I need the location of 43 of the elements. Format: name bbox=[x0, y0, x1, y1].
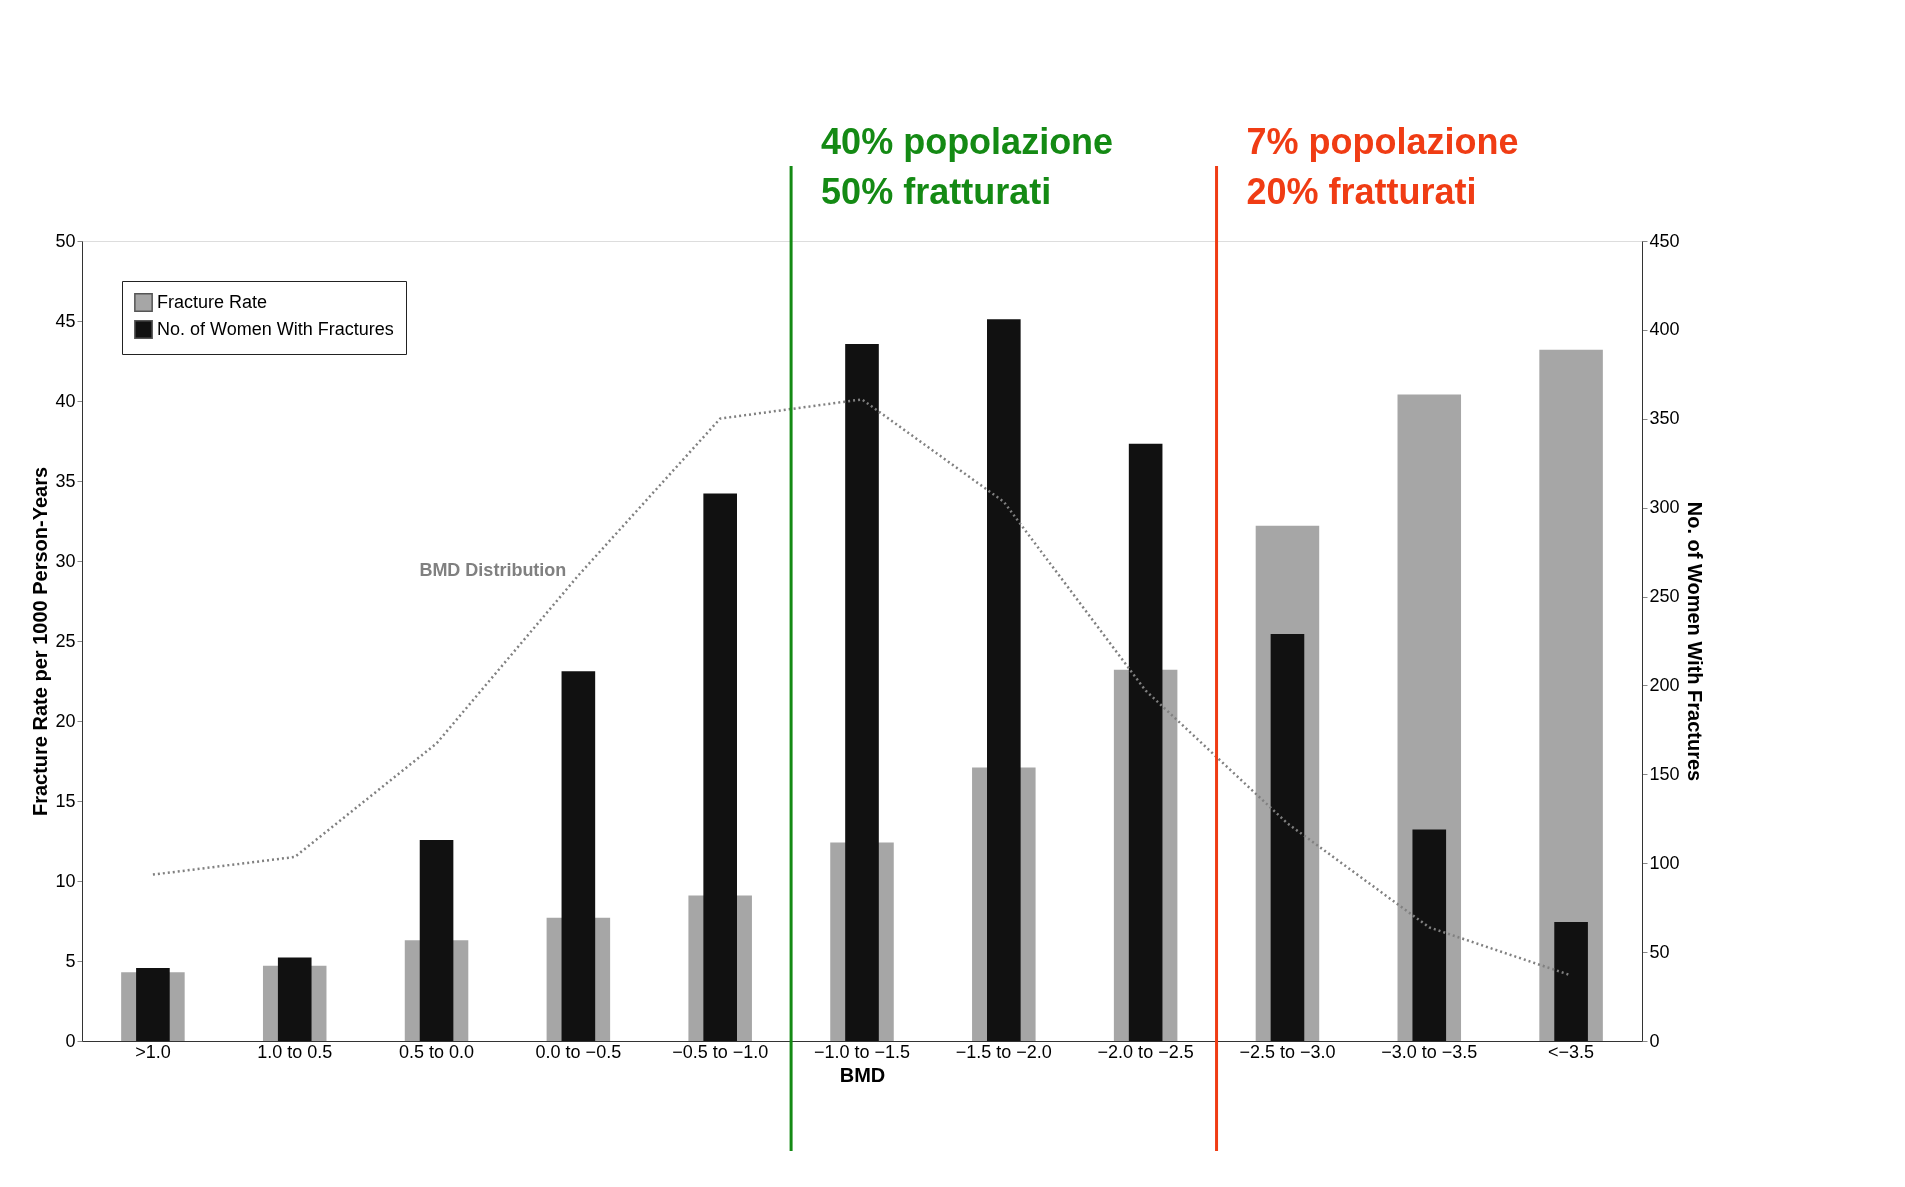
y2-tick-label: 200 bbox=[1649, 674, 1680, 695]
ref-line-label: 7% popolazione 20% fratturati bbox=[1246, 121, 1519, 212]
y2-tick-label: 0 bbox=[1649, 1030, 1660, 1051]
y2-tick-label: 150 bbox=[1649, 763, 1680, 784]
y-tick-label: 5 bbox=[65, 950, 76, 971]
legend-label: No. of Women With Fractures bbox=[157, 318, 394, 339]
x-tick-label: −2.0 to −2.5 bbox=[1097, 1041, 1194, 1062]
x-tick-label: −1.5 to −2.0 bbox=[955, 1041, 1052, 1062]
bar bbox=[1412, 829, 1447, 1041]
legend-label: Fracture Rate bbox=[157, 291, 268, 312]
y-tick-label: 15 bbox=[55, 790, 76, 811]
y2-tick-label: 350 bbox=[1649, 408, 1680, 429]
y2-tick-label: 250 bbox=[1649, 586, 1680, 607]
y-axis-title: Fracture Rate per 1000 Person-Years bbox=[29, 466, 52, 817]
x-tick-label: −1.0 to −1.5 bbox=[813, 1041, 911, 1062]
x-tick-label: −3.0 to −3.5 bbox=[1381, 1041, 1478, 1062]
x-axis-title: BMD bbox=[839, 1063, 886, 1086]
y2-tick-label: 400 bbox=[1649, 319, 1680, 340]
bar bbox=[1554, 921, 1588, 1041]
ref-line-label: 40% popolazione 50% fratturati bbox=[821, 121, 1114, 212]
y-tick-label: 25 bbox=[55, 630, 76, 651]
y-tick-label: 50 bbox=[55, 230, 76, 251]
y2-tick-label: 300 bbox=[1649, 497, 1680, 518]
y-tick-label: 0 bbox=[65, 1030, 76, 1051]
x-tick-label: <−3.5 bbox=[1548, 1041, 1595, 1062]
y-tick-label: 45 bbox=[55, 310, 76, 331]
x-tick-label: >1.0 bbox=[135, 1041, 171, 1062]
bar bbox=[1539, 349, 1603, 1041]
y-tick-label: 30 bbox=[55, 550, 76, 571]
x-tick-label: 1.0 to 0.5 bbox=[257, 1041, 333, 1062]
x-tick-label: −2.5 to −3.0 bbox=[1239, 1041, 1336, 1062]
x-tick-label: −0.5 to −1.0 bbox=[672, 1041, 769, 1062]
series-label: BMD Distribution bbox=[419, 560, 567, 581]
y-tick-label: 35 bbox=[55, 470, 76, 491]
y-tick-label: 10 bbox=[55, 870, 76, 891]
y2-tick-label: 450 bbox=[1649, 230, 1680, 251]
y2-tick-label: 100 bbox=[1649, 852, 1680, 873]
y-tick-label: 20 bbox=[55, 710, 76, 731]
y-tick-label: 40 bbox=[55, 390, 76, 411]
x-tick-label: 0.5 to 0.0 bbox=[399, 1041, 475, 1062]
y2-tick-label: 50 bbox=[1649, 941, 1670, 962]
y2-axis-title: No. of Women With Fractures bbox=[1683, 501, 1706, 782]
x-tick-label: 0.0 to −0.5 bbox=[535, 1041, 622, 1062]
